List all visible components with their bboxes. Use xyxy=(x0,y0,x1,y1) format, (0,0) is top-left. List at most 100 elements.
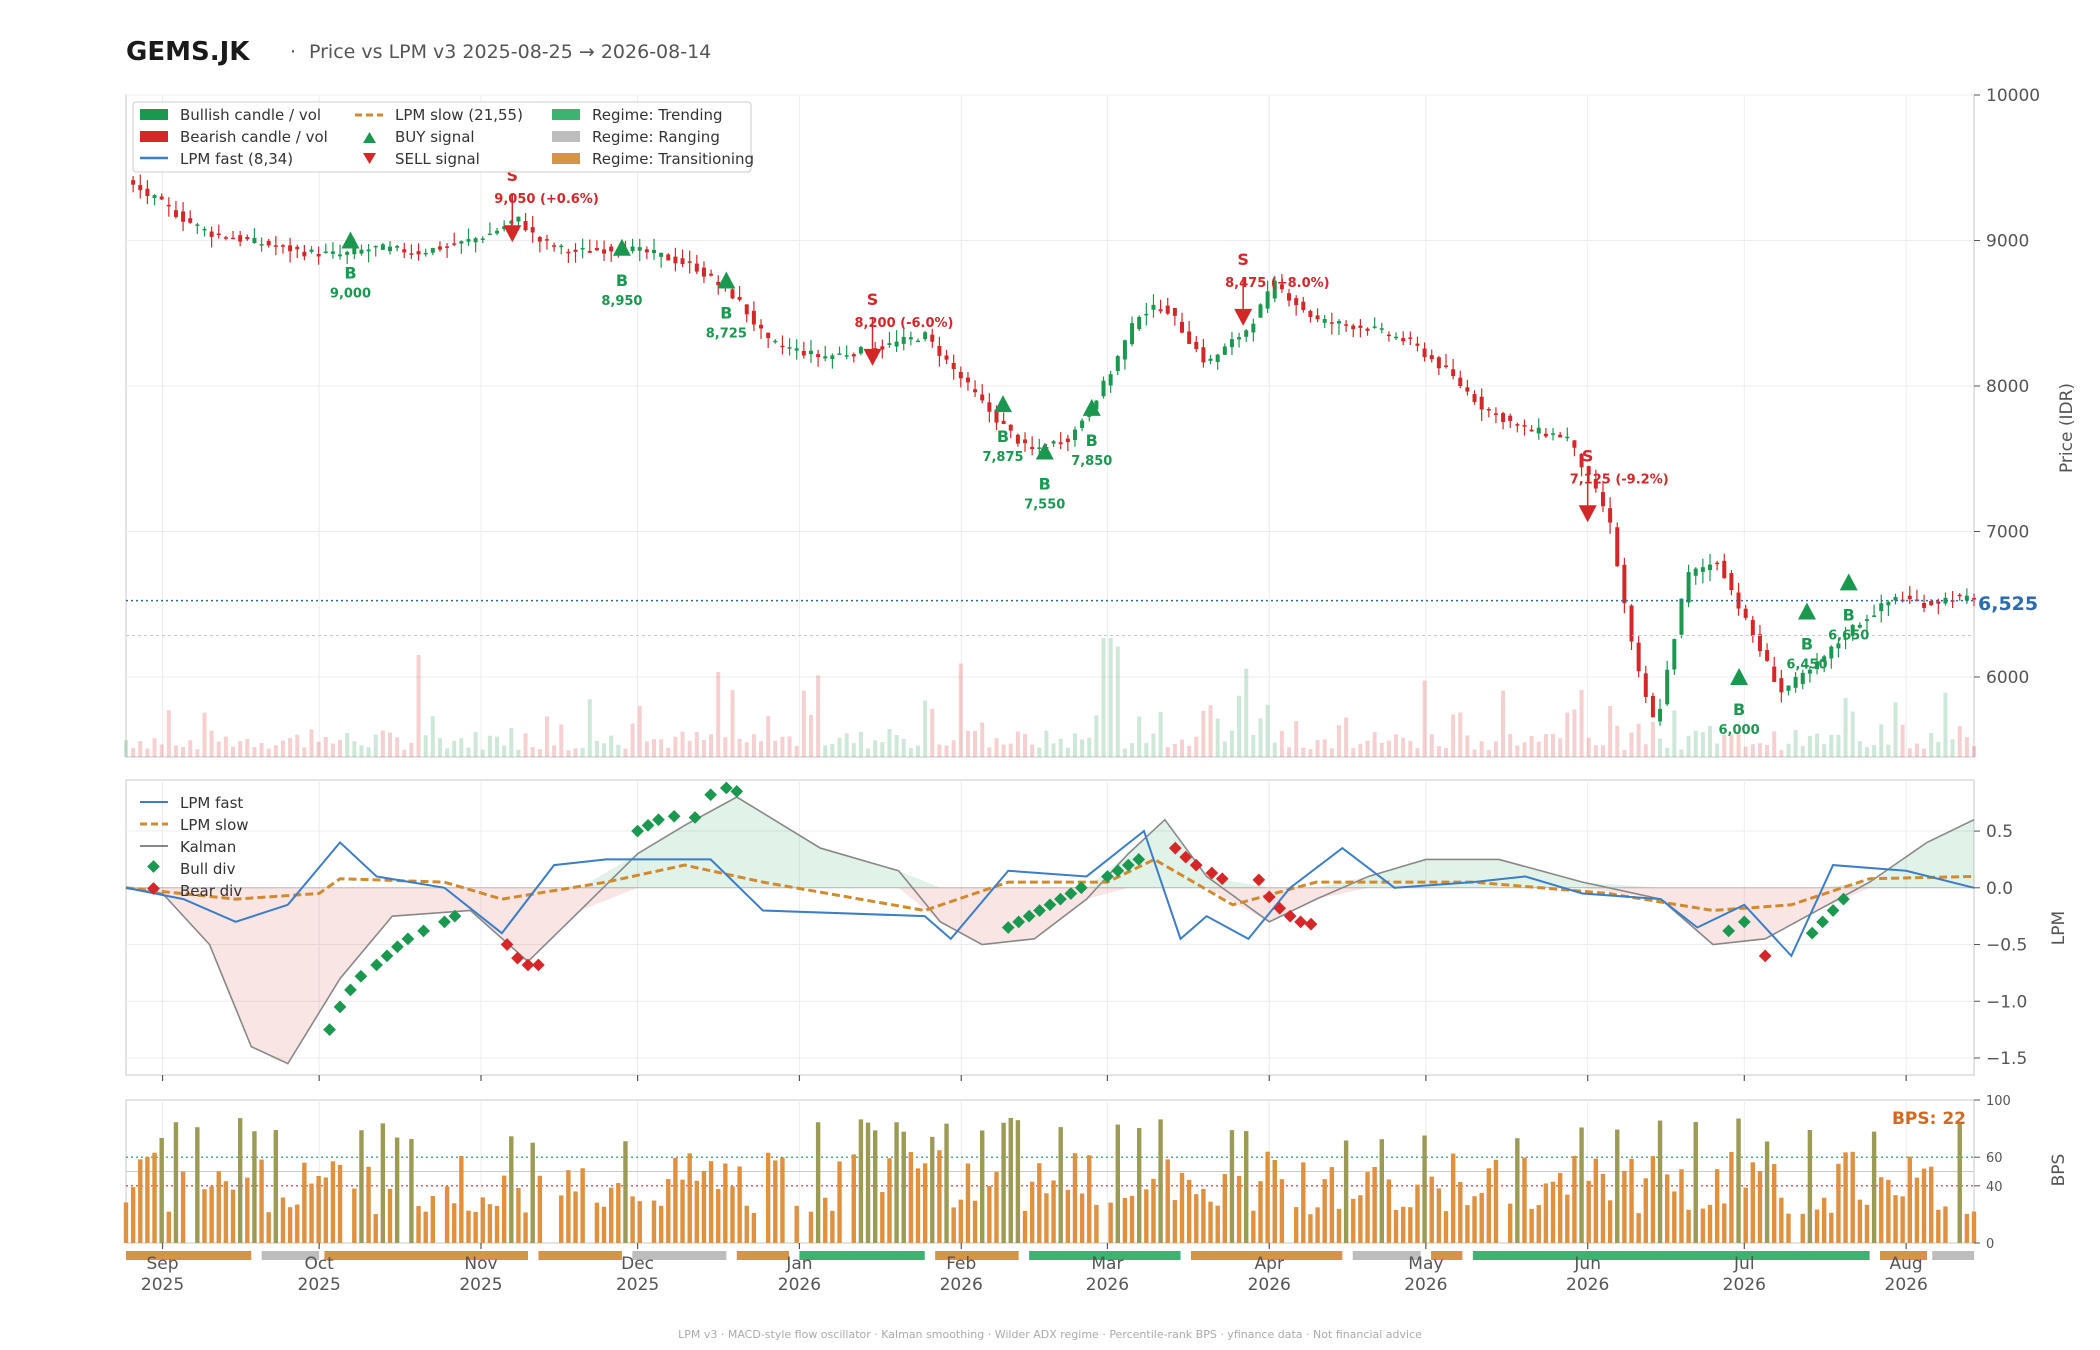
volume-bar xyxy=(1258,718,1263,757)
price-y-tick-label: 9000 xyxy=(1986,231,2029,251)
lpm-y-tick-label: −0.5 xyxy=(1986,936,2027,956)
price-legend-box xyxy=(132,101,752,173)
bps-bar xyxy=(416,1206,421,1243)
buy-signal-marker xyxy=(717,271,736,289)
candle-body xyxy=(1172,307,1177,316)
candle-body xyxy=(1379,328,1384,330)
volume-bar xyxy=(873,740,878,757)
buy-signal-letter: B xyxy=(1801,635,1813,654)
volume-bar xyxy=(894,735,899,757)
candle-body xyxy=(473,238,478,243)
volume-bar xyxy=(1272,742,1277,757)
candle-body xyxy=(1130,323,1135,345)
candle-body xyxy=(602,249,607,254)
candle-body xyxy=(523,221,528,231)
bps-bar xyxy=(1065,1189,1071,1243)
candle-body xyxy=(1907,595,1912,600)
candle-body xyxy=(430,248,435,253)
volume-bar xyxy=(1650,721,1655,757)
volume-bar xyxy=(1386,740,1391,757)
bps-bar xyxy=(295,1204,300,1243)
bps-bar xyxy=(494,1205,500,1243)
candle-body xyxy=(1565,436,1570,439)
volume-bar xyxy=(823,745,828,757)
candle-body xyxy=(887,343,892,345)
volume-bar xyxy=(1800,745,1805,757)
bps-bar xyxy=(1943,1206,1948,1243)
bps-bar xyxy=(1593,1158,1599,1243)
volume-bar xyxy=(1451,714,1456,757)
volume-bar xyxy=(152,738,157,757)
sell-signal-marker xyxy=(1578,505,1597,523)
candle-body xyxy=(573,249,578,252)
bps-bars xyxy=(123,1117,1977,1243)
candle-body xyxy=(1879,603,1884,612)
candle-body xyxy=(759,324,764,329)
bps-bar xyxy=(501,1175,507,1243)
volume-bar xyxy=(694,732,699,757)
candle-body xyxy=(409,253,414,255)
bps-bar xyxy=(1886,1179,1891,1243)
volume-bar xyxy=(1972,746,1976,757)
buy-signal-price: 6,650 xyxy=(1828,628,1869,643)
volume-bar xyxy=(1279,730,1284,757)
candle-body xyxy=(851,354,856,357)
volume-bar xyxy=(880,741,885,757)
volume-bar xyxy=(1736,731,1741,757)
regime-segment xyxy=(1431,1251,1463,1260)
volume-bar xyxy=(1807,735,1812,757)
bps-bar xyxy=(1772,1164,1777,1243)
volume-bar xyxy=(245,739,250,757)
volume-bar xyxy=(1836,734,1841,757)
candle-body xyxy=(359,249,364,254)
candle-body xyxy=(1351,325,1356,330)
bps-bar xyxy=(1122,1197,1128,1243)
x-year-label: 2025 xyxy=(459,1275,502,1295)
volume-bar xyxy=(1122,748,1127,757)
bps-bar xyxy=(1251,1210,1256,1243)
candle-body xyxy=(1265,291,1270,309)
bps-bar xyxy=(1629,1158,1634,1243)
candle-body xyxy=(1158,309,1163,312)
sell-signal-letter: S xyxy=(1582,446,1594,465)
bps-bar xyxy=(1165,1159,1170,1243)
candle-body xyxy=(587,250,592,253)
regime-segment xyxy=(1352,1251,1421,1260)
bps-bar xyxy=(1258,1181,1263,1243)
buy-signal-letter: B xyxy=(1843,605,1855,624)
candle-body xyxy=(1251,323,1256,333)
bps-y-tick-label: 0 xyxy=(1986,1237,1994,1252)
volume-bar xyxy=(901,738,906,757)
volume-bar xyxy=(1165,747,1170,757)
bps-y-tick-label: 100 xyxy=(1986,1094,2011,1109)
sell-signal-price: 9,050 (+0.6%) xyxy=(494,192,598,207)
candle-body xyxy=(338,254,343,257)
bps-bar xyxy=(1108,1202,1113,1243)
volume-bar xyxy=(816,675,821,757)
candle-body xyxy=(1258,304,1263,318)
buy-signal-letter: B xyxy=(344,263,356,282)
bps-bar xyxy=(1279,1179,1285,1243)
candle-body xyxy=(1237,337,1242,340)
candle-body xyxy=(716,281,721,286)
volume-bar xyxy=(808,714,813,757)
volume-bar xyxy=(523,733,528,757)
volume-bar xyxy=(1130,743,1135,757)
volume-bar xyxy=(801,690,806,757)
volume-bar xyxy=(1815,733,1820,757)
bps-bar xyxy=(937,1150,942,1243)
bps-bar xyxy=(223,1181,229,1243)
volume-bar xyxy=(1458,712,1463,757)
bps-bar xyxy=(1144,1189,1149,1243)
volume-bar xyxy=(687,740,692,757)
bps-bar xyxy=(594,1202,600,1243)
volume-bar xyxy=(830,743,835,757)
legend-label-trending: Regime: Trending xyxy=(592,106,723,124)
volume-bar xyxy=(1786,743,1791,757)
volume-bar xyxy=(1879,724,1884,757)
volume-bar xyxy=(202,712,207,757)
candle-body xyxy=(659,252,664,257)
bps-bar xyxy=(1928,1166,1934,1243)
volume-bar xyxy=(1551,733,1556,757)
candle-body xyxy=(466,239,471,242)
